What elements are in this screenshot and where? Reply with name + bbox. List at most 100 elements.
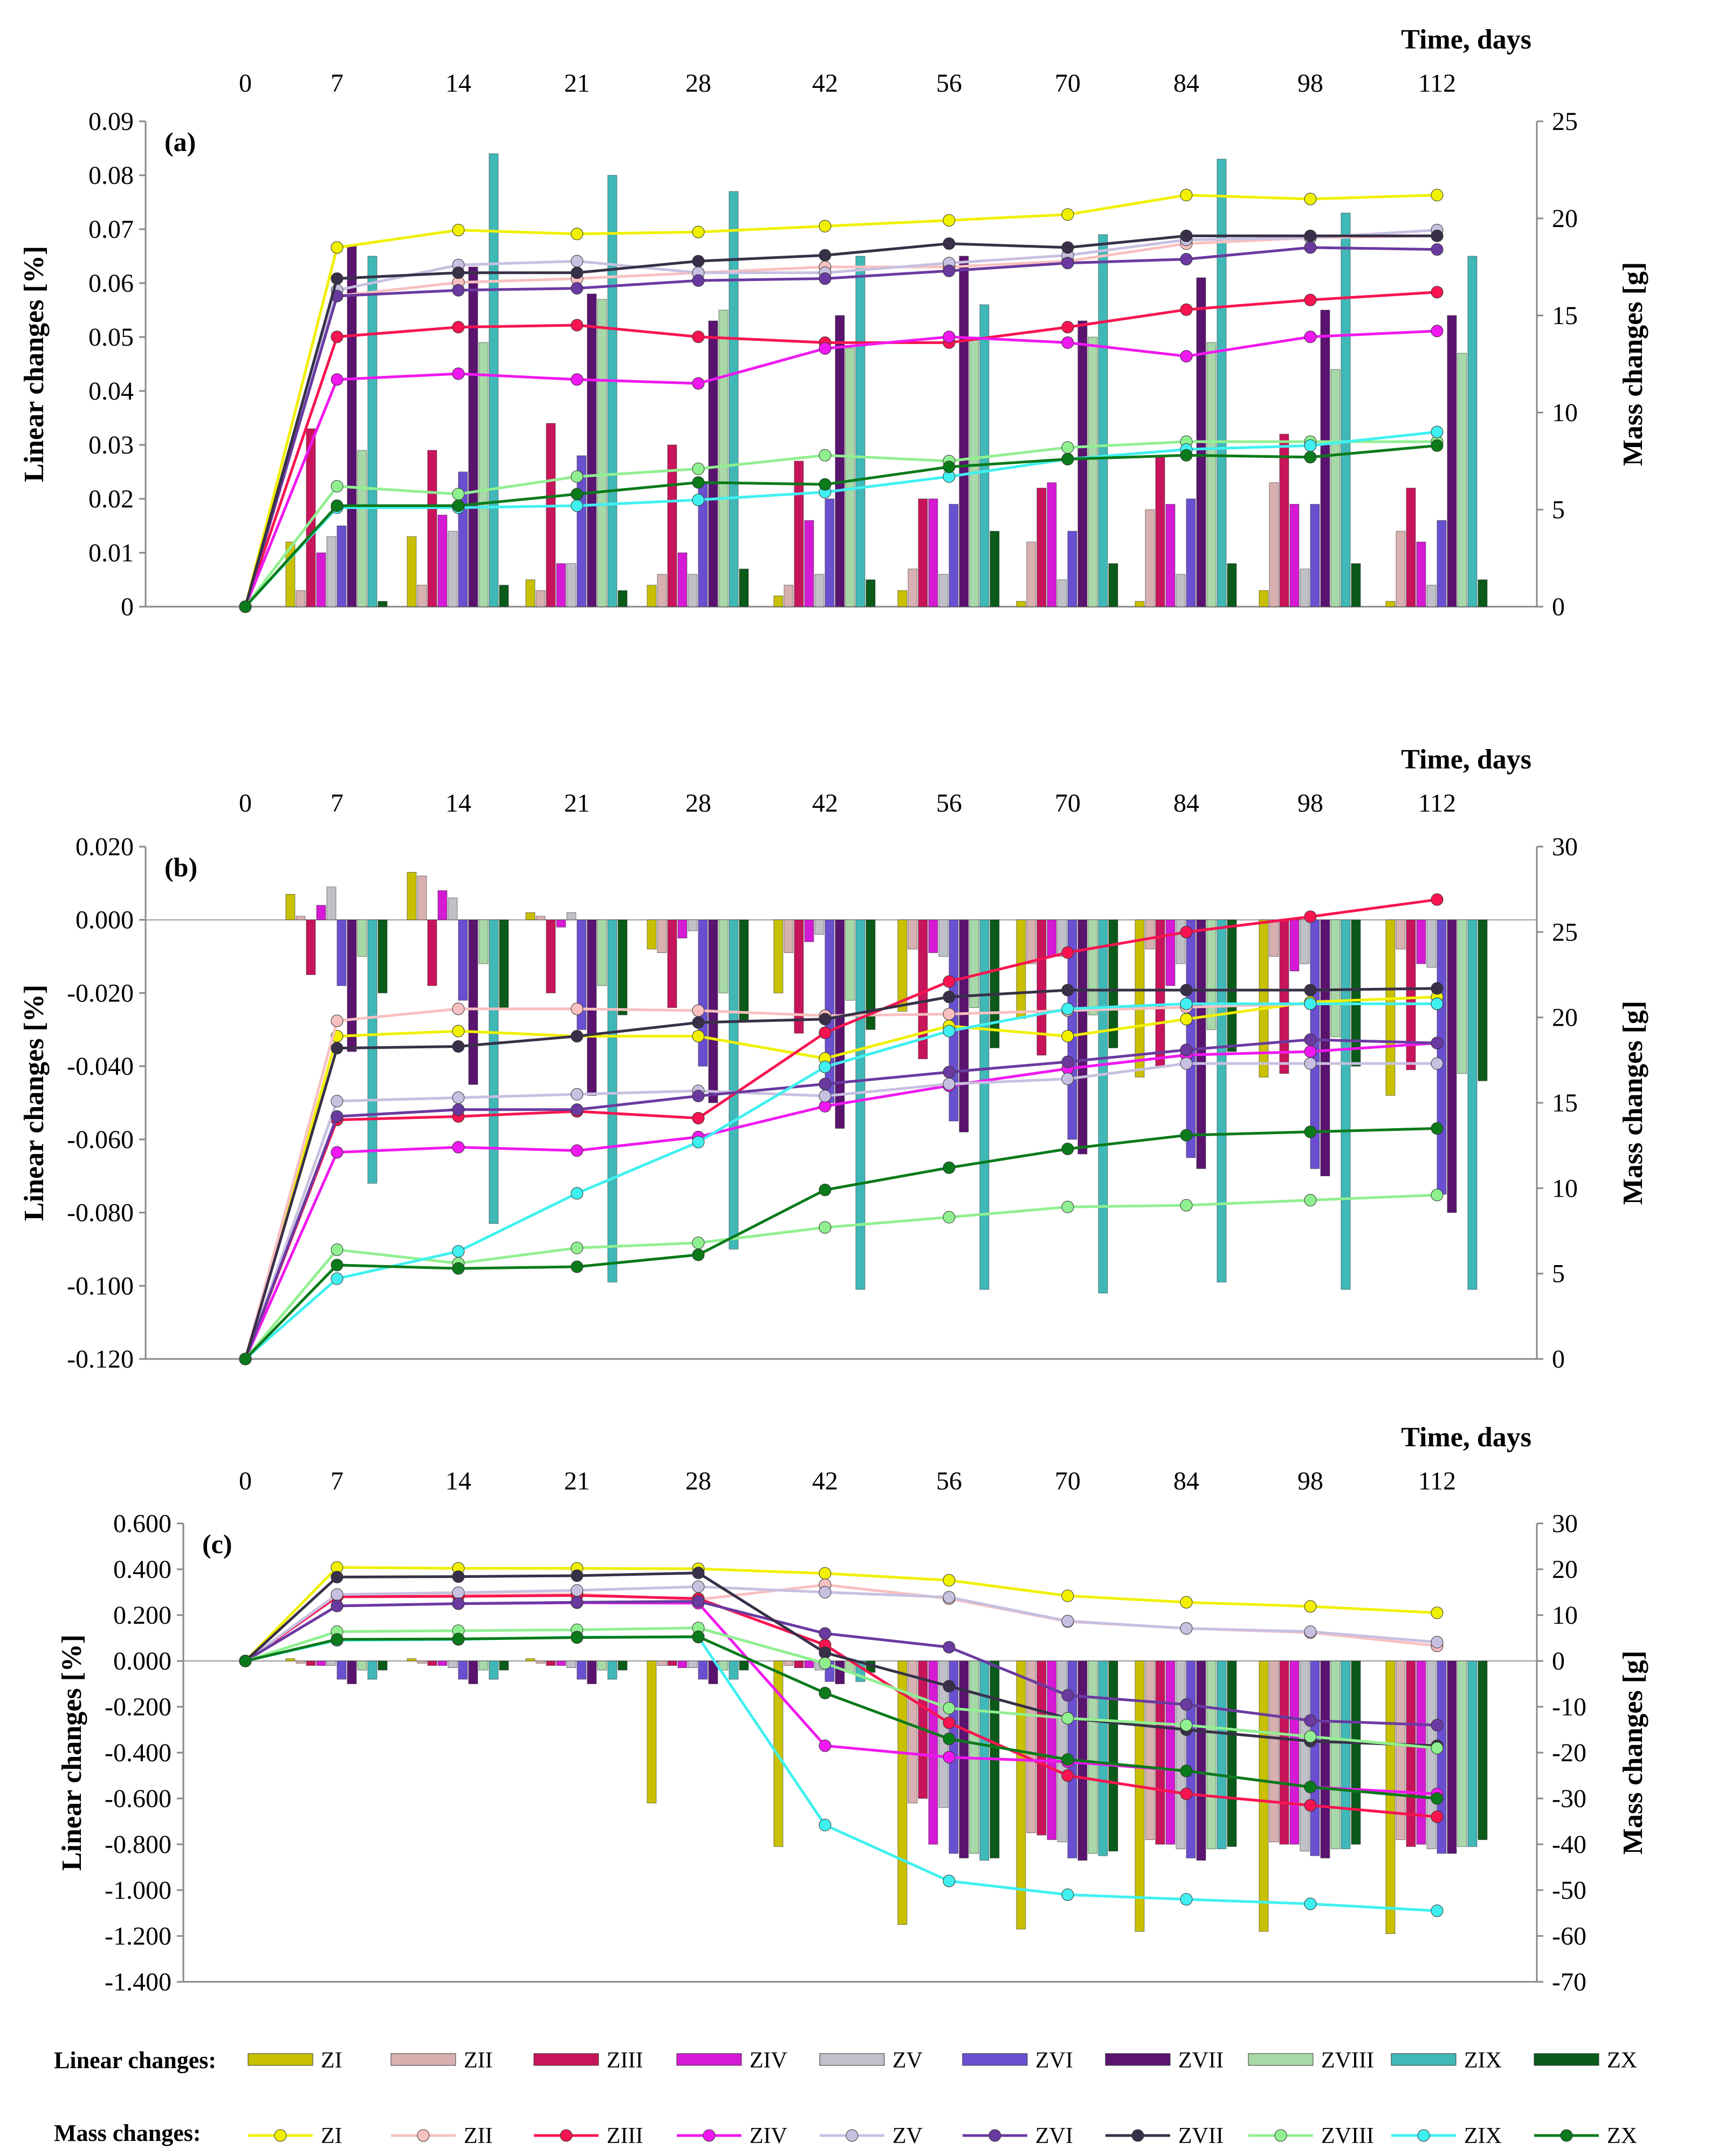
point-zi-98: [1304, 193, 1317, 205]
bar-zix-14: [489, 1660, 499, 1680]
bar-zviii-70: [1088, 919, 1098, 1015]
y2-tick-label: -50: [1552, 1876, 1586, 1905]
bar-ziii-7: [306, 919, 316, 975]
bar-zi-56: [897, 919, 908, 1012]
bar-ziii-28: [667, 919, 677, 1008]
bar-ziii-98: [1279, 434, 1289, 607]
bar-zix-42: [855, 256, 865, 607]
point-zii-21: [571, 1003, 583, 1015]
bar-zv-28: [688, 1660, 698, 1669]
legend-marker-zvi: [988, 2129, 1001, 2142]
point-zix-42: [819, 1061, 832, 1073]
bar-zv-7: [326, 536, 336, 607]
legend-marker-zvii: [1131, 2129, 1144, 2142]
point-ziii-42: [819, 1026, 832, 1039]
point-zv-14: [452, 1586, 465, 1599]
bar-zi-84: [1135, 919, 1145, 1077]
point-zvii-70: [1061, 241, 1074, 254]
y-tick-label: -1.000: [105, 1876, 171, 1905]
y2-axis-title: Mass changes [g]: [1618, 262, 1648, 466]
bar-zv-98: [1300, 568, 1310, 607]
bar-zx-84: [1227, 563, 1237, 607]
point-zvi-84: [1180, 1043, 1193, 1056]
point-zv-112: [1431, 1636, 1444, 1649]
bar-zx-70: [1108, 563, 1118, 607]
point-zviii-21: [571, 470, 583, 483]
bar-zx-112: [1478, 1660, 1488, 1840]
y2-axis-title: Mass changes [g]: [1618, 1651, 1648, 1855]
point-zi-14: [452, 1025, 465, 1038]
point-zvi-98: [1304, 1714, 1317, 1727]
point-zviii-70: [1061, 441, 1074, 454]
y2-tick-label: 5: [1552, 496, 1565, 524]
bar-zv-84: [1176, 574, 1186, 607]
bar-zvii-7: [347, 919, 357, 1052]
bar-ziv-70: [1047, 482, 1057, 607]
bar-zii-98: [1269, 482, 1279, 607]
point-zi-112: [1431, 189, 1444, 202]
bar-zx-84: [1227, 1660, 1237, 1847]
point-ziii-84: [1180, 1788, 1193, 1800]
point-ziv-112: [1431, 325, 1444, 338]
point-zii-28: [692, 1004, 705, 1017]
bar-ziii-21: [546, 919, 556, 993]
bar-zv-42: [814, 574, 824, 607]
bar-zix-56: [979, 1660, 990, 1861]
bar-zx-112: [1478, 579, 1488, 607]
x-tick-label: 0: [239, 1467, 252, 1495]
bar-zii-7: [296, 590, 306, 607]
bar-zi-7: [285, 1658, 296, 1661]
bar-zvii-70: [1077, 320, 1088, 607]
y2-tick-label: 20: [1552, 204, 1578, 233]
bar-zii-14: [417, 585, 427, 607]
bar-zvii-21: [587, 1660, 597, 1684]
point-zix-56: [943, 1875, 956, 1887]
bar-ziii-21: [546, 423, 556, 607]
point-ziii-21: [571, 319, 583, 332]
point-zx-56: [943, 1161, 956, 1174]
y-tick-label: 0.05: [88, 323, 134, 352]
point-ziii-112: [1431, 1810, 1444, 1823]
bar-zix-21: [607, 1660, 617, 1680]
point-ziii-98: [1304, 293, 1317, 306]
bar-zx-21: [617, 590, 628, 607]
bar-ziv-70: [1047, 919, 1057, 957]
bar-zvi-42: [824, 498, 835, 607]
bar-zx-70: [1108, 1660, 1118, 1852]
bar-zvi-98: [1310, 504, 1320, 607]
bar-ziv-28: [677, 1660, 688, 1669]
point-zii-7: [331, 1014, 343, 1027]
point-zix-112: [1431, 997, 1444, 1010]
point-zvi-28: [692, 1089, 705, 1102]
y-tick-label: 0.04: [88, 377, 134, 406]
point-zx-56: [943, 1733, 956, 1745]
bar-zx-70: [1108, 919, 1118, 1048]
y-tick-label: -1.200: [105, 1922, 171, 1951]
bar-zii-84: [1145, 919, 1155, 950]
point-zv-21: [571, 255, 583, 267]
x-tick-label: 84: [1173, 69, 1199, 98]
y-tick-label: 0.200: [113, 1601, 171, 1630]
x-tick-label: 70: [1055, 69, 1081, 98]
point-ziii-28: [692, 331, 705, 344]
point-zix-84: [1180, 1893, 1193, 1906]
y2-tick-label: 0: [1552, 1345, 1565, 1374]
point-ziii-98: [1304, 910, 1317, 923]
bar-zviii-112: [1457, 353, 1467, 607]
bar-zx-42: [865, 919, 876, 1030]
y-tick-label: 0.09: [88, 107, 134, 136]
bar-zvi-112: [1437, 919, 1447, 1194]
point-zvi-21: [571, 1596, 583, 1609]
line-ziii: [244, 1594, 1438, 1818]
legend-linear-label: ZVII: [1178, 2048, 1224, 2073]
point-ziv-70: [1061, 336, 1074, 349]
legend-marker-zi: [274, 2129, 287, 2142]
point-zvi-84: [1180, 253, 1193, 266]
bar-zv-28: [688, 919, 698, 931]
legend-bar-swatch-zii: [390, 2053, 456, 2066]
legend-marker-zviii: [1274, 2129, 1287, 2142]
point-zvii-28: [692, 1567, 705, 1580]
point-zvi-70: [1061, 1055, 1074, 1068]
bar-zi-21: [525, 912, 535, 921]
bar-zii-112: [1396, 919, 1406, 950]
